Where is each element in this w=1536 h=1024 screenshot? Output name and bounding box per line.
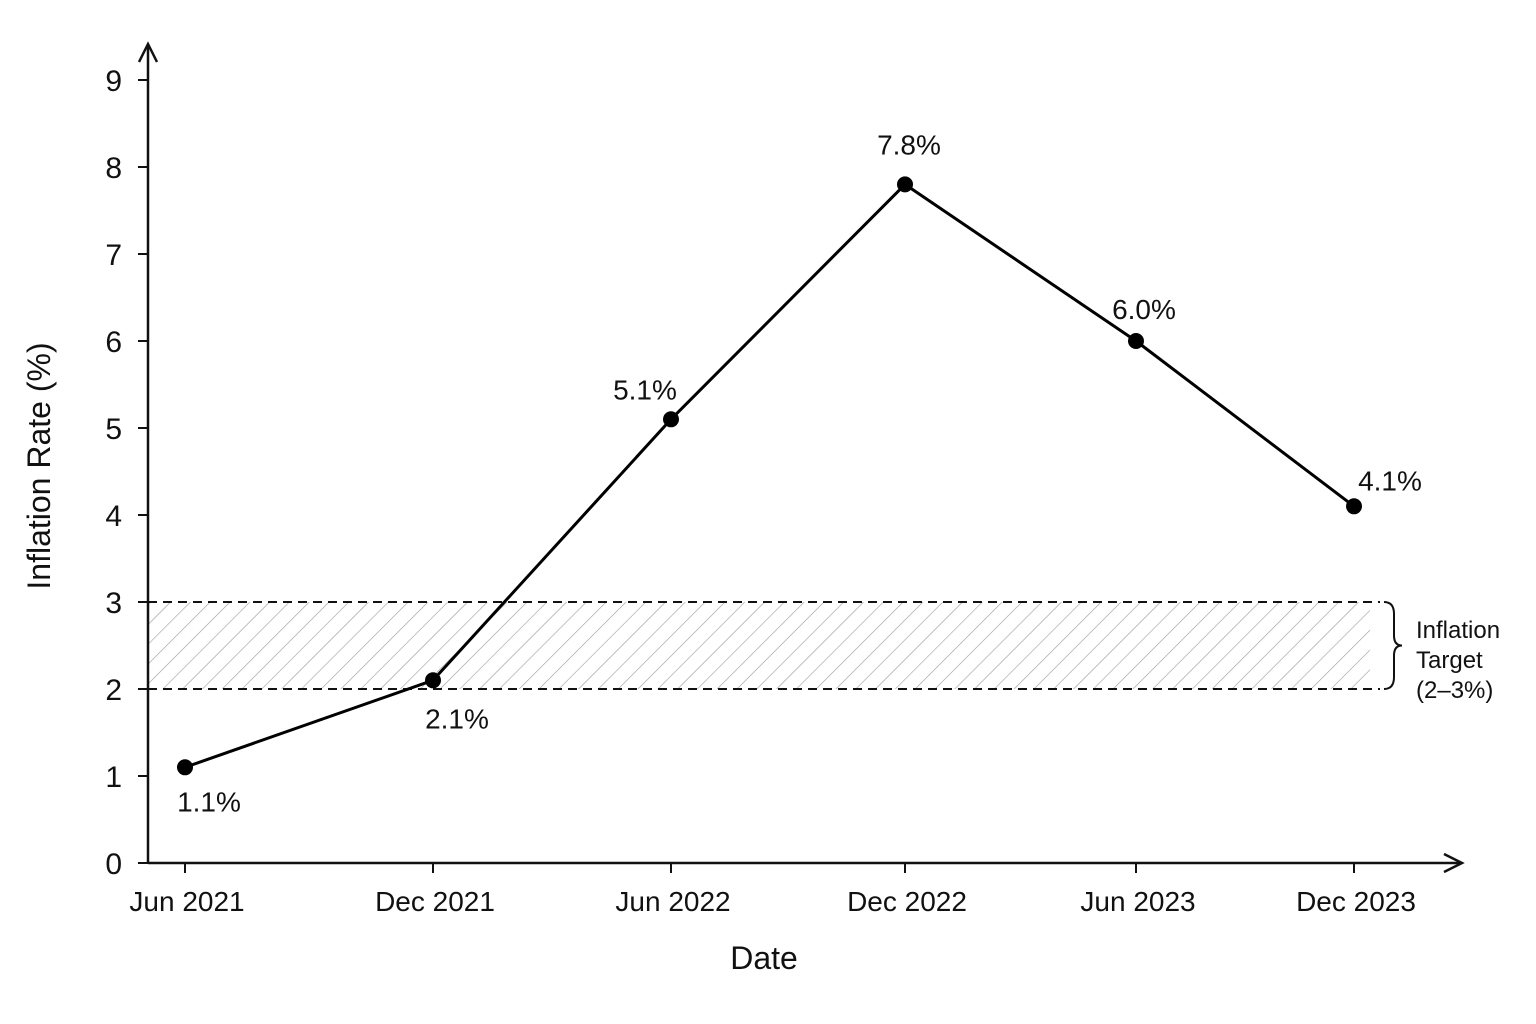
data-point [177, 759, 193, 776]
x-tick-label: Dec 2022 [847, 886, 967, 917]
target-label: Inflation Target (2–3%) [1416, 617, 1500, 704]
target-label-line: (2–3%) [1416, 677, 1493, 704]
x-tick-label: Dec 2021 [375, 886, 495, 917]
data-label: 2.1% [425, 703, 489, 734]
y-tick-label: 9 [105, 65, 122, 98]
y-tick-label: 5 [105, 413, 122, 446]
target-label-line: Target [1416, 647, 1483, 674]
axes [137, 41, 1465, 874]
x-axis-arrow-icon [1443, 852, 1465, 874]
data-point [1128, 333, 1144, 349]
y-axis-arrow-icon [137, 41, 159, 63]
y-axis-title: Inflation Rate (%) [21, 342, 57, 589]
y-tick-label: 3 [105, 587, 122, 620]
data-point [663, 411, 679, 428]
target-band-hatch [148, 602, 1370, 689]
y-ticks: 0 1 2 3 4 5 6 7 8 9 [105, 65, 148, 881]
y-tick-label: 7 [105, 239, 122, 272]
y-tick-label: 0 [105, 848, 122, 881]
target-band: Inflation Target (2–3%) [148, 601, 1500, 704]
series-line [184, 182, 1355, 769]
data-labels: 1.1% 2.1% 5.1% 7.8% 6.0% 4.1% [177, 129, 1422, 817]
data-label: 7.8% [877, 129, 941, 160]
x-tick-label: Jun 2022 [615, 886, 730, 917]
x-tick-label: Jun 2021 [129, 886, 244, 917]
target-label-line: Inflation [1416, 617, 1500, 644]
x-axis-title: Date [730, 940, 798, 976]
data-label: 5.1% [613, 374, 677, 405]
data-label: 6.0% [1112, 294, 1176, 325]
y-tick-label: 4 [105, 500, 122, 533]
y-tick-label: 1 [105, 761, 122, 794]
target-brace-icon [1383, 601, 1403, 690]
data-point [1346, 498, 1362, 515]
y-tick-label: 6 [105, 326, 122, 359]
data-label: 1.1% [177, 786, 241, 817]
data-points [177, 176, 1362, 776]
y-tick-label: 2 [105, 674, 122, 707]
data-point [897, 176, 913, 193]
data-label: 4.1% [1358, 465, 1422, 496]
x-tick-label: Jun 2023 [1080, 886, 1195, 917]
x-tick-label: Dec 2023 [1296, 886, 1416, 917]
x-ticks: Jun 2021 Dec 2021 Jun 2022 Dec 2022 Jun 2023… [129, 863, 1416, 917]
y-tick-label: 8 [105, 152, 122, 185]
data-point [425, 672, 441, 689]
